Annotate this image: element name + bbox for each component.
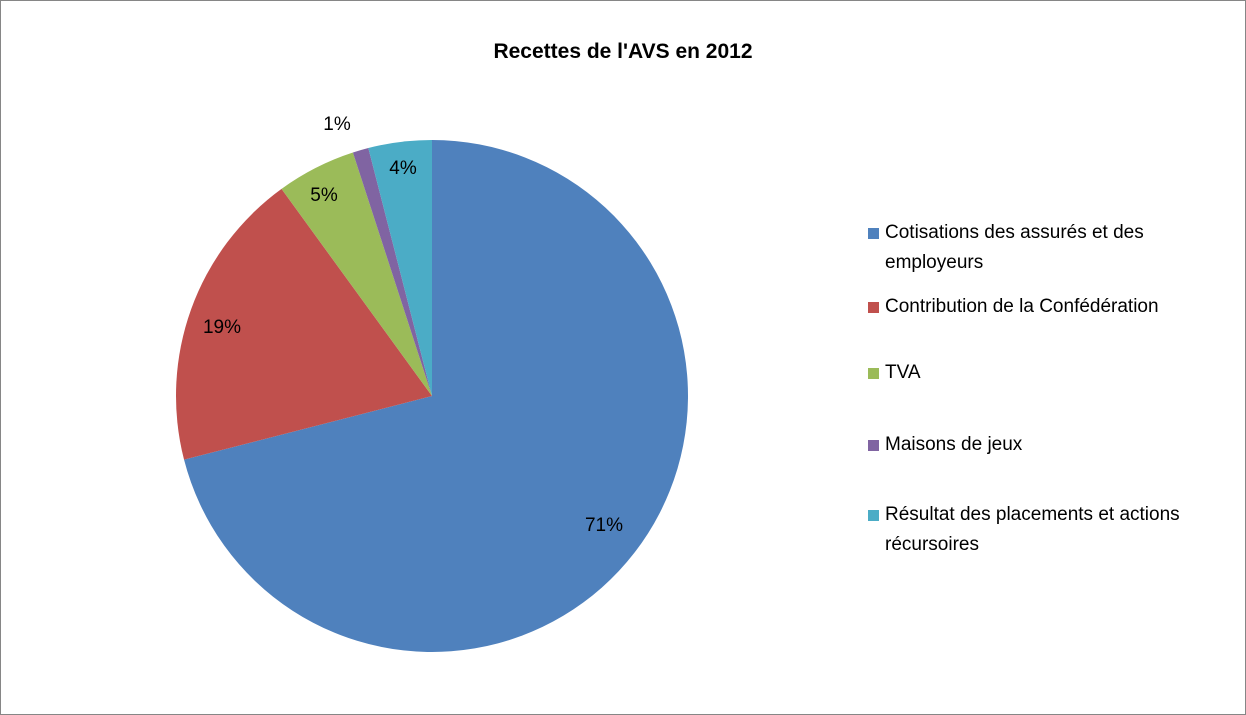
- pie-slice-5: [368, 140, 432, 396]
- legend-swatch-1: [868, 228, 879, 239]
- slice-label-5: 4%: [389, 158, 417, 179]
- legend-item-1: Cotisations des assurés et des employeur…: [868, 218, 1238, 278]
- legend-swatch-5: [868, 510, 879, 521]
- slice-label-1: 71%: [585, 515, 623, 536]
- slice-label-4: 1%: [323, 114, 351, 135]
- legend-swatch-3: [868, 368, 879, 379]
- legend-item-5: Résultat des placements et actions récur…: [868, 500, 1238, 560]
- slice-label-3: 5%: [310, 185, 338, 206]
- pie-slice-1: [184, 140, 689, 653]
- pie-slice-2: [175, 188, 432, 460]
- pie-slice-4: [352, 148, 432, 396]
- legend-label-4: Maisons de jeux: [885, 434, 1023, 455]
- legend-item-2: Contribution de la Confédération: [868, 292, 1238, 322]
- legend-label-1: Cotisations des assurés et des employeur…: [885, 222, 1144, 273]
- pie-slice-3: [281, 152, 432, 396]
- legend-swatch-4: [868, 440, 879, 451]
- slice-label-2: 19%: [203, 317, 241, 338]
- chart-title: Recettes de l'AVS en 2012: [493, 40, 753, 63]
- legend-label-2: Contribution de la Confédération: [885, 296, 1159, 317]
- legend-item-3: TVA: [868, 358, 1238, 388]
- legend-swatch-2: [868, 302, 879, 313]
- legend-label-3: TVA: [885, 362, 921, 383]
- legend-item-4: Maisons de jeux: [868, 430, 1238, 460]
- legend-label-5: Résultat des placements et actions récur…: [885, 504, 1180, 555]
